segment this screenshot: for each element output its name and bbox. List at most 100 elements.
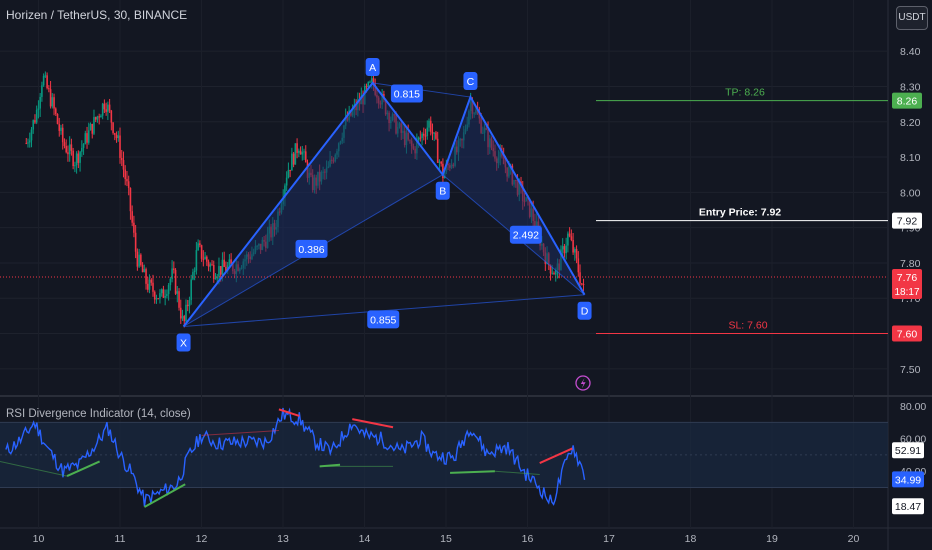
candle: [218, 266, 220, 277]
rsi-divergence-bull: [494, 470, 540, 475]
y-tick-label: 8.30: [900, 81, 921, 93]
candle: [114, 133, 116, 135]
pattern-ratio-badge: [367, 310, 400, 329]
pattern-ratio-label: 0.386: [298, 244, 324, 256]
candle: [117, 135, 120, 139]
x-tick-label: 17: [603, 533, 615, 545]
sl-label: SL: 7.60: [728, 320, 767, 332]
rsi-divergence-bear: [539, 447, 573, 464]
candle: [292, 153, 295, 165]
entry-price-badge: [892, 212, 922, 229]
candle: [551, 273, 554, 275]
candle: [204, 256, 206, 260]
candle: [94, 117, 97, 120]
tp-label: TP: 8.26: [725, 87, 765, 99]
tp-badge-text: 8.26: [897, 96, 918, 108]
y-tick-label: 7.50: [900, 364, 921, 376]
rsi-indicator-title[interactable]: RSI Divergence Indicator (14, close): [6, 408, 191, 420]
x-tick-label: 10: [33, 533, 45, 545]
rsi-band: [0, 422, 888, 488]
candle: [287, 169, 290, 178]
candle: [199, 243, 201, 246]
candle: [82, 144, 85, 148]
candle: [442, 163, 444, 179]
candle: [105, 109, 107, 112]
currency-button[interactable]: USDT: [896, 6, 928, 30]
candle: [110, 110, 113, 123]
rsi-value-badge: [892, 442, 924, 459]
candle: [563, 246, 566, 254]
candle: [84, 133, 87, 145]
candle: [423, 133, 425, 136]
candle: [582, 284, 585, 286]
candle: [27, 142, 29, 144]
candle: [565, 245, 567, 254]
candle: [433, 132, 436, 134]
candle: [561, 246, 564, 250]
candle: [35, 109, 38, 123]
x-tick-label: 18: [685, 533, 697, 545]
candle: [79, 151, 81, 163]
candle: [101, 103, 104, 116]
candle: [86, 133, 88, 143]
candle: [429, 120, 432, 132]
candle: [206, 256, 208, 262]
candle: [159, 293, 161, 299]
rsi-divergence-bear: [201, 430, 279, 436]
candle: [421, 133, 423, 138]
candle: [195, 250, 198, 271]
candle: [554, 270, 557, 275]
last-price-badge: [892, 269, 922, 300]
candle: [219, 266, 222, 275]
candle: [44, 75, 47, 77]
candle: [431, 131, 434, 134]
candle: [107, 104, 109, 112]
candle: [417, 137, 420, 141]
sl-badge-text: 7.60: [897, 329, 918, 341]
bar-countdown-text: 18:17: [894, 287, 919, 298]
tp-price-badge: [892, 92, 922, 109]
candle: [148, 279, 151, 290]
rsi-axis-label: 80.00: [900, 401, 926, 413]
candle: [574, 248, 576, 253]
candle: [91, 123, 94, 134]
candle: [188, 300, 191, 307]
candle: [304, 151, 307, 163]
pattern-point-x: [176, 333, 191, 352]
candle: [72, 150, 74, 167]
candle: [212, 264, 215, 279]
candle: [74, 165, 76, 167]
candle: [127, 181, 130, 188]
candle: [192, 272, 194, 280]
candle: [53, 97, 55, 109]
candle: [179, 307, 182, 319]
candle: [77, 153, 80, 163]
candle: [216, 276, 219, 279]
candle: [70, 144, 73, 151]
x-tick-label: 14: [359, 533, 371, 545]
x-tick-label: 16: [522, 533, 534, 545]
candle: [34, 120, 36, 123]
rsi-divergence-bull: [450, 470, 495, 474]
pattern-ratio-label: 0.815: [394, 89, 420, 101]
candle: [436, 138, 439, 163]
candle: [141, 264, 144, 273]
pattern-ratio-label: 0.855: [370, 314, 396, 326]
rsi-divergence-bull: [66, 460, 101, 477]
candle: [372, 78, 375, 85]
symbol-title: Horizen / TetherUS, 30, BINANCE: [6, 8, 188, 22]
candle: [440, 161, 442, 164]
y-tick-label: 8.00: [900, 187, 921, 199]
candle: [370, 78, 373, 82]
candle: [119, 135, 121, 158]
pattern-bcd-fill: [442, 97, 585, 295]
candle: [181, 316, 184, 319]
x-tick-label: 19: [766, 533, 778, 545]
candle: [296, 143, 298, 153]
pattern-point-a: [365, 57, 380, 76]
candle: [549, 264, 552, 274]
candle: [25, 142, 28, 144]
candle: [209, 264, 212, 267]
candle: [63, 142, 66, 146]
